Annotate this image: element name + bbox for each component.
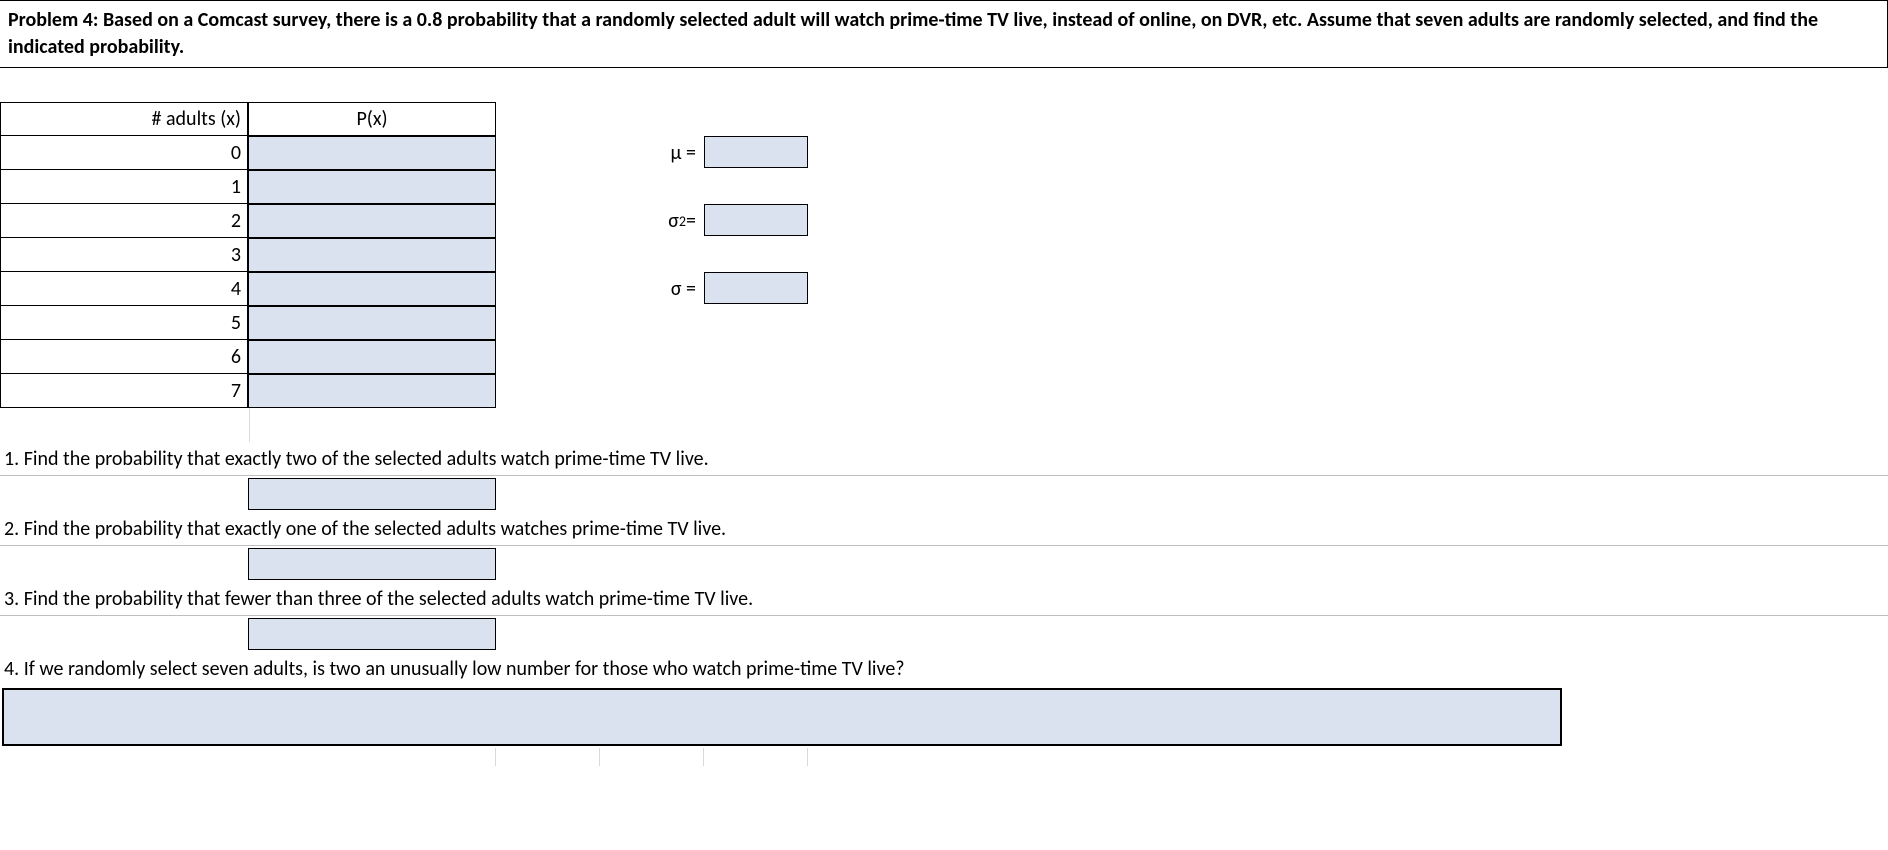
variance-input[interactable]	[704, 204, 808, 236]
table-row: 7	[0, 374, 1888, 408]
spacer	[0, 546, 248, 582]
table-row: 6	[0, 340, 1888, 374]
table-row: 1	[0, 170, 1888, 204]
problem-header: Problem 4: Based on a Comcast survey, th…	[0, 0, 1888, 68]
x-cell: 4	[0, 272, 248, 306]
sigma-sup: 2	[679, 213, 686, 230]
mu-label: μ =	[496, 136, 704, 170]
sigma-input[interactable]	[704, 272, 808, 304]
table-header-row: # adults (x) P(x)	[0, 102, 1888, 136]
x-cell: 0	[0, 136, 248, 170]
answer-3-row	[0, 616, 1888, 652]
spacer	[0, 408, 1888, 442]
spacer	[0, 68, 1888, 102]
answer-1-input[interactable]	[248, 478, 496, 510]
p-cell[interactable]	[248, 374, 496, 408]
mu-input[interactable]	[704, 136, 808, 168]
x-cell: 3	[0, 238, 248, 272]
x-cell: 2	[0, 204, 248, 238]
table-header-px: P(x)	[248, 102, 496, 136]
answer-2-row	[0, 546, 1888, 582]
spacer	[0, 616, 248, 652]
question-2: 2. Find the probability that exactly one…	[0, 512, 1888, 546]
sigma-label: σ =	[496, 272, 704, 306]
x-cell: 7	[0, 374, 248, 408]
table-row: 0 μ =	[0, 136, 1888, 170]
sigma-tail: =	[686, 209, 696, 233]
table-row: 2 σ2 =	[0, 204, 1888, 238]
p-cell[interactable]	[248, 136, 496, 170]
p-cell[interactable]	[248, 170, 496, 204]
answer-1-row	[0, 476, 1888, 512]
answer-3-input[interactable]	[248, 618, 496, 650]
answer-2-input[interactable]	[248, 548, 496, 580]
p-cell[interactable]	[248, 272, 496, 306]
table-header-x: # adults (x)	[0, 102, 248, 136]
question-1: 1. Find the probability that exactly two…	[0, 442, 1888, 476]
x-cell: 6	[0, 340, 248, 374]
variance-label: σ2 =	[496, 204, 704, 238]
bottom-grid	[0, 748, 1888, 766]
question-4: 4. If we randomly select seven adults, i…	[0, 652, 1888, 686]
table-row: 5	[0, 306, 1888, 340]
spacer	[0, 476, 248, 512]
p-cell[interactable]	[248, 204, 496, 238]
x-cell: 5	[0, 306, 248, 340]
p-cell[interactable]	[248, 306, 496, 340]
table-row: 4 σ =	[0, 272, 1888, 306]
question-3: 3. Find the probability that fewer than …	[0, 582, 1888, 616]
sigma-base: σ	[668, 209, 679, 233]
x-cell: 1	[0, 170, 248, 204]
p-cell[interactable]	[248, 340, 496, 374]
table-row: 3	[0, 238, 1888, 272]
p-cell[interactable]	[248, 238, 496, 272]
answer-4-input[interactable]	[2, 688, 1562, 746]
